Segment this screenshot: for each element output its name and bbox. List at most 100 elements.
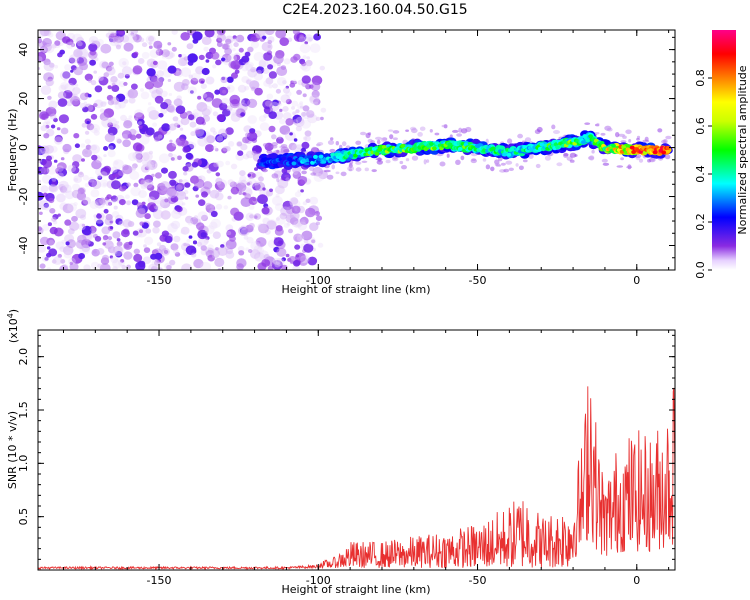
spectrogram-noise-blob: [170, 195, 179, 203]
spectrogram-noise-blob: [182, 166, 189, 172]
spectrogram-halo-blob: [482, 158, 487, 162]
spectrogram-noise-blob: [253, 213, 261, 220]
spectrogram-halo-blob: [376, 139, 381, 145]
spectrogram-noise-blob: [269, 208, 274, 213]
spectrogram-noise-blob: [193, 112, 199, 118]
spectrogram-noise-blob: [52, 214, 59, 220]
spectrogram-noise-blob: [198, 54, 205, 61]
spectrogram-noise-blob: [220, 244, 225, 249]
spectrogram-noise-blob: [90, 227, 96, 233]
spectrogram-noise-blob: [315, 215, 323, 221]
spectrogram-track-blob: [585, 138, 591, 143]
spectrogram-noise-blob: [89, 144, 100, 154]
x-tick-label: -150: [147, 274, 172, 287]
spectrogram-noise-blob: [276, 66, 288, 76]
spectrogram-track-blob: [555, 145, 560, 150]
spectrogram-noise-blob: [108, 132, 114, 138]
spectrogram-noise-blob: [99, 60, 109, 69]
spectrogram-noise-blob: [173, 249, 179, 255]
spectrogram-noise-blob: [269, 101, 280, 112]
spectrogram-noise-blob: [275, 258, 285, 266]
spectrogram-noise-blob: [95, 168, 103, 176]
spectrogram-noise-blob: [271, 99, 280, 107]
spectrogram-noise-blob: [285, 253, 290, 258]
spectrogram-noise-blob: [157, 60, 168, 70]
spectrogram-halo-blob: [340, 171, 347, 177]
spectrogram-noise-blob: [232, 112, 236, 116]
spectrogram-noise-blob: [275, 30, 287, 39]
spectrogram-noise-blob: [267, 44, 271, 49]
spectrogram-noise-blob: [133, 253, 143, 263]
spectrogram-noise-blob: [94, 235, 102, 242]
spectrogram-noise-blob: [263, 80, 271, 87]
spectrogram-noise-blob: [205, 76, 215, 85]
spectrogram-halo-blob: [569, 152, 577, 158]
spectrogram-noise-blob: [87, 93, 92, 98]
spectrogram-noise-blob: [66, 239, 76, 249]
spectrogram-halo-blob: [551, 124, 556, 130]
spectrogram-noise-blob: [218, 128, 228, 137]
spectrogram-noise-blob: [167, 42, 172, 46]
spectrogram-noise-blob: [91, 180, 102, 190]
spectrogram-halo-blob: [616, 165, 624, 168]
spectrogram-noise-blob: [69, 221, 80, 231]
spectrogram-noise-blob: [89, 200, 99, 209]
spectrogram-noise-blob: [265, 77, 274, 85]
spectrogram-noise-blob: [258, 250, 269, 260]
spectrogram-noise-blob: [212, 231, 221, 239]
spectrogram-noise-blob: [152, 122, 158, 127]
spectrogram-noise-blob: [46, 267, 51, 270]
spectrogram-noise-blob: [217, 179, 228, 189]
spectrogram-noise-blob: [257, 194, 268, 205]
spectrogram-noise-blob: [38, 148, 43, 156]
spectrogram-noise-blob: [157, 182, 166, 191]
spectrogram-noise-blob: [293, 138, 298, 142]
spectrogram-noise-blob: [240, 197, 252, 208]
spectrogram-halo-blob: [330, 137, 334, 141]
spectrogram-noise-blob: [62, 203, 74, 214]
spectrogram-noise-blob: [75, 208, 87, 219]
spectrogram-noise-blob: [300, 189, 304, 193]
spectrogram-noise-blob: [123, 42, 134, 52]
spectrogram-noise-blob: [201, 67, 210, 76]
spectrogram-halo-blob: [535, 163, 541, 169]
spectrogram-noise-blob: [99, 179, 109, 188]
spectrogram-track-blob: [287, 157, 292, 162]
spectrogram-noise-blob: [225, 127, 234, 135]
spectrogram-noise-blob: [277, 178, 289, 189]
spectrogram-noise-blob: [181, 263, 192, 270]
spectrogram-noise-blob: [187, 86, 197, 95]
spectrogram-noise-blob: [152, 209, 164, 220]
spectrogram-noise-blob: [75, 40, 86, 50]
spectrogram-noise-blob: [109, 255, 114, 259]
spectrogram-halo-blob: [647, 158, 652, 163]
spectrogram-noise-blob: [174, 252, 181, 257]
spectrogram-noise-blob: [201, 93, 208, 98]
spectrogram-noise-blob: [106, 67, 116, 76]
spectrogram-noise-blob: [306, 110, 315, 118]
spectrogram-noise-blob: [207, 244, 214, 251]
spectrogram-noise-blob: [74, 177, 79, 182]
spectrogram-noise-blob: [46, 78, 55, 86]
spectrogram-noise-blob: [103, 208, 109, 214]
spectrogram-noise-blob: [246, 182, 251, 186]
spectrogram-noise-blob: [272, 257, 281, 266]
spectrogram-noise-blob: [107, 85, 112, 90]
spectrogram-noise-blob: [170, 157, 175, 161]
snr-y-ticks: 0.5 1.0 1.5 2.0: [17, 334, 675, 571]
spectrogram-track-blob: [381, 145, 387, 149]
spectrogram-halo-blob: [456, 133, 462, 137]
spectrogram-noise-blob: [81, 223, 86, 227]
spectrogram-noise-blob: [201, 105, 213, 116]
spectrogram-noise-blob: [110, 247, 118, 255]
spectrogram-noise-blob: [91, 154, 98, 161]
spectrogram-noise-blob: [250, 249, 261, 259]
spectrogram-noise-blob: [53, 117, 58, 123]
spectrogram-noise-blob: [190, 217, 199, 225]
spectrogram-noise-blob: [158, 244, 167, 252]
spectrogram-noise-blob: [104, 196, 110, 201]
spectrogram-noise-blob: [272, 83, 278, 89]
spectrogram-noise-blob: [261, 258, 271, 267]
spectrogram-noise-blob: [183, 56, 189, 61]
spectrogram-noise-blob: [256, 69, 262, 75]
